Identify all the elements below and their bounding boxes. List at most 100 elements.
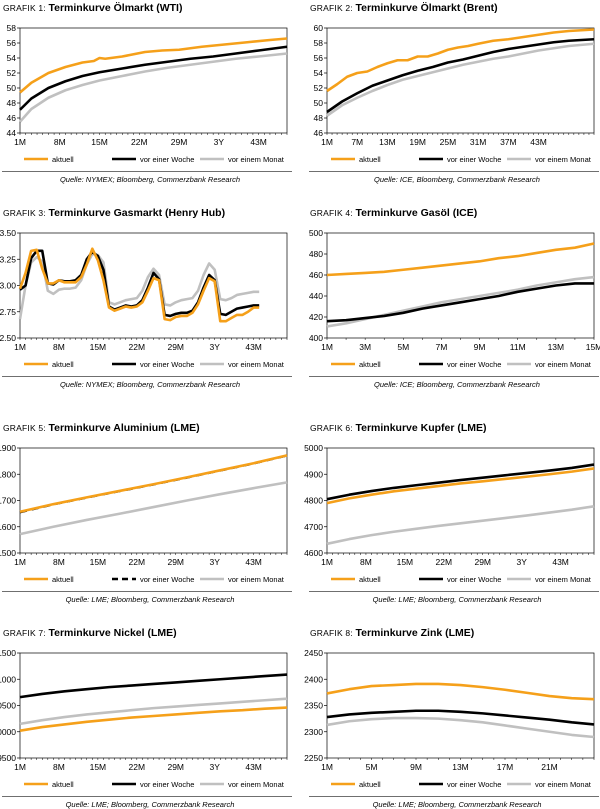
series-line-aktuell [326,28,595,93]
x-tick-label: 13M [379,137,396,147]
plot-area [19,232,288,339]
series-line-vor-einer-woche [326,709,595,726]
x-tick-label: 11M [510,342,526,352]
x-tick-label: 3Y [209,557,220,567]
series-line-vor-einer-woche [19,45,288,111]
chart-title: GRAFIK 2: Terminkurve Ölmarkt (Brent) [310,2,600,14]
series-line-vor-einem-monat [19,697,288,726]
x-tick-label: 3Y [209,342,220,352]
source-note: Quelle: LME; Bloomberg, Commerzbank Rese… [65,595,235,604]
series-line-vor-einer-woche [326,282,594,323]
y-tick-label: 3.25 [0,254,16,264]
y-tick-label: 10500 [0,701,16,711]
y-tick-label: 52 [7,68,17,78]
x-tick-label: 8M [53,557,65,567]
x-tick-label: 37M [500,137,517,147]
y-tick-label: 400 [309,333,323,343]
legend-label-aktuell: aktuell [52,780,74,789]
source-note: Quelle: ICE; Bloomberg, Commerzbank Rese… [374,380,540,389]
y-tick-label: 54 [314,68,324,78]
y-tick-label: 500 [309,228,323,238]
x-tick-label: 15M [91,137,108,147]
y-tick-label: 2450 [304,648,323,658]
chart-svg: 2250 2300 2350 2400 2450 1M 5M 9M 13M 17M 21M aktue… [304,648,595,789]
plot-area [19,652,288,759]
separator-line [2,376,292,377]
y-tick-label: 1500 [0,548,16,558]
y-tick-label: 56 [7,38,17,48]
chart-svg: 9500 10000 10500 11000 11500 1M 8M 15M 22M 29M 3Y 4… [0,648,288,789]
y-tick-label: 2.75 [0,307,16,317]
source-note: Quelle: NYMEX; Bloomberg, Commerzbank Re… [59,175,241,184]
chart-title: GRAFIK 7: Terminkurve Nickel (LME) [3,627,303,639]
chart-title-text: Terminkurve Gasmarkt (Henry Hub) [48,207,226,219]
x-tick-label: 1M [321,342,333,352]
y-tick-label: 4900 [304,469,323,479]
y-tick-label: 3.50 [0,228,16,238]
x-tick-label: 8M [360,557,372,567]
x-tick-label: 1M [14,137,26,147]
y-tick-label: 420 [309,312,323,322]
legend-label-vor-einem-monat: vor einem Monat [535,360,592,369]
chart-title-text: Terminkurve Aluminium (LME) [48,422,200,434]
source-note: Quelle: NYMEX; Bloomberg, Commerzbank Re… [59,380,241,389]
plot-area [326,652,595,759]
legend-label-vor-einem-monat: vor einem Monat [228,780,285,789]
separator-line [2,171,292,172]
chart-svg: 46 48 50 52 54 56 58 60 1M 7M 13M 19M 25M 31M 37M 43M ak… [314,23,595,164]
y-tick-label: 1700 [0,496,16,506]
chart-title-text: Terminkurve Gasöl (ICE) [355,207,478,219]
y-tick-label: 1800 [0,469,16,479]
series-line-aktuell [19,454,288,514]
separator-line [2,796,292,797]
legend-label-aktuell: aktuell [52,360,74,369]
x-tick-label: 21M [541,762,558,772]
separator-line [309,171,599,172]
y-tick-label: 4700 [304,522,323,532]
x-tick-label: 22M [129,557,146,567]
series-line-aktuell [18,247,260,323]
y-tick-label: 52 [314,83,324,93]
y-tick-label: 2.50 [0,333,16,343]
series-line-vor-einem-monat [326,504,595,546]
series-line-aktuell [326,467,595,505]
x-tick-label: 43M [245,557,262,567]
chart-title-text: Terminkurve Ölmarkt (WTI) [48,2,183,14]
series-line-vor-einem-monat [18,252,260,320]
separator-line [2,591,292,592]
y-tick-label: 9500 [0,753,16,763]
separator-line [309,796,599,797]
legend-label-vor-einer-woche: vor einer Woche [140,780,194,789]
y-tick-label: 44 [7,128,17,138]
x-tick-label: 29M [474,557,491,567]
x-tick-label: 43M [245,342,262,352]
y-tick-label: 48 [7,98,17,108]
x-tick-label: 22M [129,762,146,772]
y-tick-label: 1600 [0,522,16,532]
series-line-aktuell [326,242,595,277]
source-note: Quelle: LME; Bloomberg, Commerzbank Rese… [372,800,542,809]
legend-label-vor-einem-monat: vor einem Monat [535,575,592,584]
y-tick-label: 60 [314,23,324,33]
y-tick-label: 58 [314,38,324,48]
chart-title-text: Terminkurve Kupfer (LME) [355,422,487,434]
y-tick-label: 48 [314,113,324,123]
y-tick-label: 56 [314,53,324,63]
y-tick-label: 4600 [304,548,323,558]
chart-title: GRAFIK 3: Terminkurve Gasmarkt (Henry Hu… [3,207,303,219]
y-tick-label: 5000 [304,443,323,453]
legend-label-aktuell: aktuell [359,155,381,164]
x-tick-label: 1M [14,557,26,567]
x-tick-label: 3Y [209,762,220,772]
x-tick-label: 15M [586,342,600,352]
x-tick-label: 7M [351,137,363,147]
source-note: Quelle: LME; Bloomberg, Commerzbank Rese… [65,800,235,809]
x-tick-label: 1M [14,762,26,772]
chart-title-text: Terminkurve Ölmarkt (Brent) [355,2,498,14]
x-tick-label: 31M [470,137,487,147]
x-tick-label: 1M [321,557,333,567]
x-tick-label: 3Y [214,137,225,147]
x-tick-label: 1M [321,762,333,772]
y-tick-label: 460 [309,270,323,280]
x-tick-label: 43M [530,137,547,147]
